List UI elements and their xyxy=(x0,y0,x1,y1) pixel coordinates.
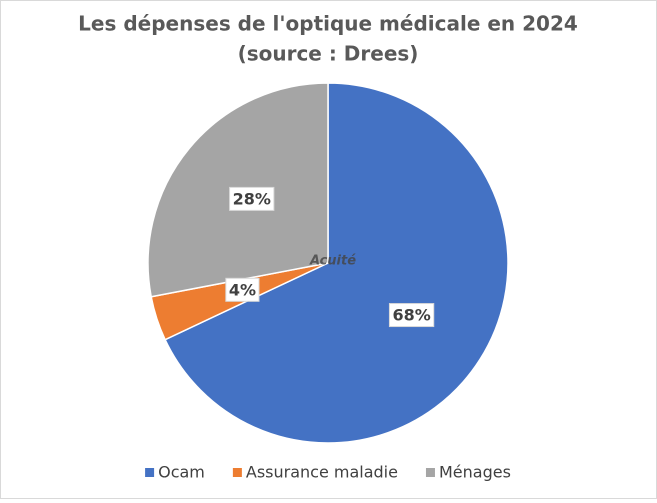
watermark: Acuité xyxy=(309,254,356,269)
legend-label: Ocam xyxy=(158,463,205,482)
data-label: 28% xyxy=(233,189,271,208)
pie-slice xyxy=(164,82,509,444)
data-label: 68% xyxy=(392,306,430,325)
data-label-box xyxy=(229,186,275,211)
legend-swatch xyxy=(232,468,242,477)
data-label-box xyxy=(388,303,435,328)
data-label-box xyxy=(225,277,260,302)
chart-title: Les dépenses de l'optique médicale en 20… xyxy=(78,12,578,36)
chart-subtitle: (source : Drees) xyxy=(238,42,419,66)
data-label: 4% xyxy=(229,280,256,299)
legend-label: Ménages xyxy=(439,463,511,482)
legend-swatch xyxy=(425,468,435,477)
legend-label: Assurance maladie xyxy=(246,463,398,482)
legend-swatch xyxy=(145,468,155,477)
